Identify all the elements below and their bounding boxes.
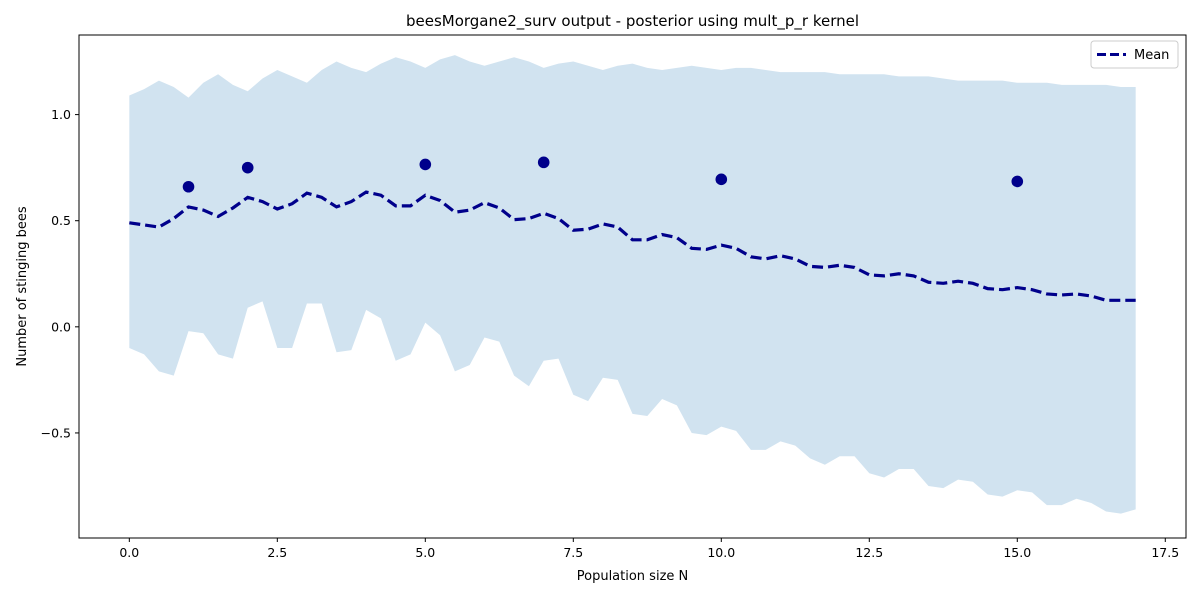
plot-frame bbox=[78, 34, 1187, 539]
legend-box bbox=[1090, 40, 1179, 69]
y-axis-title: Number of stinging bees bbox=[15, 206, 30, 366]
data-point bbox=[241, 161, 254, 174]
series-mean-line bbox=[129, 190, 1136, 302]
x-tick-label: 7.5 bbox=[563, 545, 583, 560]
data-point bbox=[419, 158, 432, 171]
x-tick-label: 2.5 bbox=[267, 545, 287, 560]
y-tick-label: 0.5 bbox=[51, 213, 71, 228]
x-tick-label: 15.0 bbox=[1003, 545, 1031, 560]
data-point bbox=[1011, 175, 1024, 188]
y-tick-label: 0.0 bbox=[51, 319, 71, 334]
x-tick-label: 0.0 bbox=[119, 545, 139, 560]
y-tick-label: −0.5 bbox=[41, 425, 71, 440]
data-point bbox=[537, 156, 550, 169]
data-point bbox=[715, 173, 728, 186]
x-tick-label: 12.5 bbox=[855, 545, 883, 560]
chart-title: beesMorgane2_surv output - posterior usi… bbox=[406, 12, 859, 31]
x-tick-label: 10.0 bbox=[707, 545, 735, 560]
x-axis-title: Population size N bbox=[577, 569, 689, 584]
data-point bbox=[182, 180, 195, 193]
x-tick-label: 5.0 bbox=[415, 545, 435, 560]
credible-band bbox=[129, 55, 1136, 514]
legend: Mean bbox=[1090, 40, 1179, 69]
legend-label-mean: Mean bbox=[1134, 48, 1169, 63]
plot-area bbox=[129, 55, 1136, 514]
x-tick-label: 17.5 bbox=[1151, 545, 1179, 560]
y-tick-label: 1.0 bbox=[51, 107, 71, 122]
axes: 0.0 2.5 5.0 7.5 10.0 12.5 15.0 17.5 −0.5 0.0 0.5 1.… bbox=[41, 107, 1180, 560]
